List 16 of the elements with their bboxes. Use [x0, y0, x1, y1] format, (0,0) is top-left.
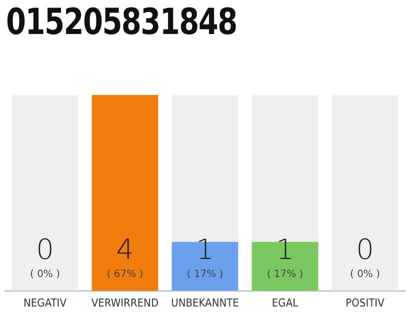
data-label: 4 [116, 232, 134, 266]
data-label: 0 [36, 232, 54, 266]
x-tick-label: EGAL [272, 296, 299, 310]
annotation: ( 17% ) [266, 268, 304, 280]
data-label: 1 [276, 232, 294, 266]
x-tick-label: VERWIRREND [91, 296, 159, 310]
x-tick-label: POSITIV [346, 296, 385, 310]
x-tick-label: NEGATIV [24, 296, 67, 310]
annotation: ( 17% ) [186, 268, 224, 280]
x-tick-label: UNBEKANNTE [171, 296, 239, 310]
annotation: ( 67% ) [106, 268, 144, 280]
data-label: 0 [356, 232, 374, 266]
data-label: 1 [196, 232, 214, 266]
annotation: ( 0% ) [350, 268, 380, 280]
chart-title: 015205831848 [6, 2, 237, 43]
annotation: ( 0% ) [30, 268, 60, 280]
